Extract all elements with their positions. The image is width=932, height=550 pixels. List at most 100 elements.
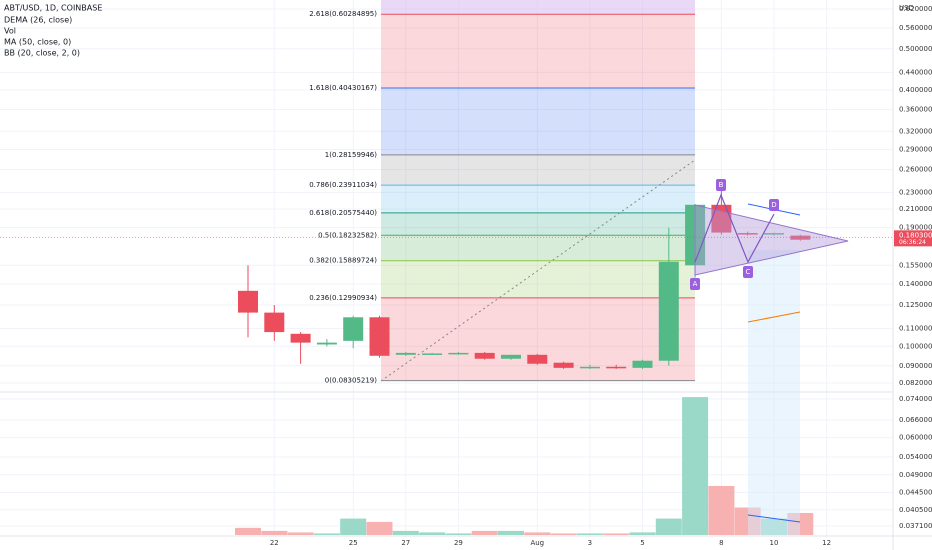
y-tick-label: 0.50000000 [899, 45, 932, 53]
fib-label: 0.236(0.12990934) [309, 294, 377, 302]
volume-bar [655, 518, 682, 535]
candle-body [369, 317, 390, 356]
volume-bar [576, 533, 603, 535]
fib-label: 1.618(0.40430167) [309, 84, 377, 92]
y-tick-label: 0.10000000 [899, 342, 932, 350]
candle-body [790, 235, 811, 240]
y-tick-label: 0.21000000 [899, 205, 932, 213]
volume-bar [682, 397, 709, 535]
price-badge [894, 230, 932, 247]
volume-tick-label: 0.04450000 [899, 488, 932, 496]
y-tick-label: 0.12500000 [899, 301, 932, 309]
candle-body [264, 312, 285, 333]
x-tick-label: 3 [588, 539, 592, 547]
x-tick-label: 22 [270, 539, 279, 547]
y-tick-label: 0.32000000 [899, 127, 932, 135]
volume-bar [235, 527, 261, 535]
candle-body [238, 290, 258, 313]
candle-body [501, 354, 521, 359]
volume-bar [550, 533, 577, 535]
fib-band [381, 260, 695, 298]
y-tick-label: 0.29000000 [899, 145, 932, 153]
countdown: 06:36:24 [899, 239, 926, 246]
x-tick-label: 12 [822, 539, 831, 547]
fib-band [381, 185, 695, 213]
candle-body [448, 352, 469, 355]
fib-label: 2.618(0.60284895) [309, 10, 377, 18]
y-tick-label: 0.15500000 [899, 261, 932, 269]
volume-tick-label: 0.04900000 [899, 471, 932, 479]
fib-band [381, 14, 695, 89]
volume-bar [366, 521, 393, 535]
y-tick-label: 0.09000000 [899, 362, 932, 370]
fib-trend-line [380, 159, 696, 382]
fib-band [381, 297, 695, 381]
currency: USD [899, 4, 914, 12]
volume-bar [708, 485, 735, 535]
fib-band [381, 88, 695, 155]
y-tick-label: 0.40000000 [899, 86, 932, 94]
volume-tick-label: 0.03710000 [899, 522, 932, 530]
x-tick-label: 27 [401, 539, 410, 547]
indicator: Vol [4, 27, 16, 36]
volume-tick-label: 0.07400000 [899, 395, 932, 403]
indicator: MA (50, close, 0) [4, 38, 71, 47]
candle-body [395, 352, 416, 355]
y-tick-label: 0.36000000 [899, 106, 932, 114]
candle-body [579, 366, 600, 369]
y-tick-label: 0.26000000 [899, 166, 932, 174]
volume-tick-label: 0.04050000 [899, 506, 932, 514]
candle-body [474, 352, 495, 359]
volume-bar [313, 533, 340, 535]
volume-bar [524, 532, 551, 535]
y-tick-label: 0.08200000 [899, 379, 932, 387]
candle-body [343, 317, 364, 341]
volume-bar [445, 533, 472, 535]
abcd-pattern [694, 193, 775, 264]
volume-tick-label: 0.06000000 [899, 434, 932, 442]
fib-band [381, 0, 695, 15]
fib-label: 1(0.28159946) [325, 151, 377, 159]
symbol: ABT/USD, 1D, COINBASE [4, 4, 102, 13]
pattern-badge [716, 179, 726, 191]
fib-band [381, 212, 695, 236]
candle-body [606, 366, 627, 369]
pattern-badge [690, 278, 700, 290]
candle-body [711, 204, 732, 233]
volume-ma-line [747, 514, 801, 523]
pattern-label: B [719, 181, 724, 189]
volume-bar [261, 530, 288, 535]
pattern-label: C [746, 268, 751, 276]
fib-label: 0.382(0.15889724) [309, 257, 377, 265]
pattern-badge [743, 266, 753, 278]
x-tick-label: 8 [719, 539, 723, 547]
candle-body [632, 360, 653, 368]
volume-bar [287, 532, 314, 535]
volume-tick-label: 0.05400000 [899, 453, 932, 461]
y-tick-label: 0.23000000 [899, 188, 932, 196]
volume-bar [419, 532, 446, 535]
volume-bar [340, 518, 367, 535]
candle-body [422, 353, 443, 355]
price-label: 0.18030000 [899, 231, 932, 239]
fib-label: 0.618(0.20575440) [309, 209, 377, 217]
candle-body [737, 233, 758, 235]
x-tick-label: 10 [770, 539, 779, 547]
indicator: BB (20, close, 2, 0) [4, 49, 80, 58]
candle-body [527, 354, 548, 364]
volume-bar [629, 532, 656, 535]
candle-body [316, 342, 337, 345]
x-tick-label: 5 [640, 539, 644, 547]
fibonacci: 2.618(0.60284895) 1.618(0.40430167) 1(0.28… [309, 0, 695, 385]
x-tick-label: 29 [454, 539, 463, 547]
volume-bar [392, 530, 419, 535]
volume-tick-label: 0.06600000 [899, 416, 932, 424]
triangle-pattern [694, 204, 849, 276]
candle-body [290, 333, 311, 343]
fib-band [381, 235, 695, 261]
y-tick-label: 0.44000000 [899, 68, 932, 76]
candle-body [658, 261, 679, 361]
x-tick-label: Aug [530, 539, 544, 547]
y-tick-label: 0.11000000 [899, 325, 932, 333]
